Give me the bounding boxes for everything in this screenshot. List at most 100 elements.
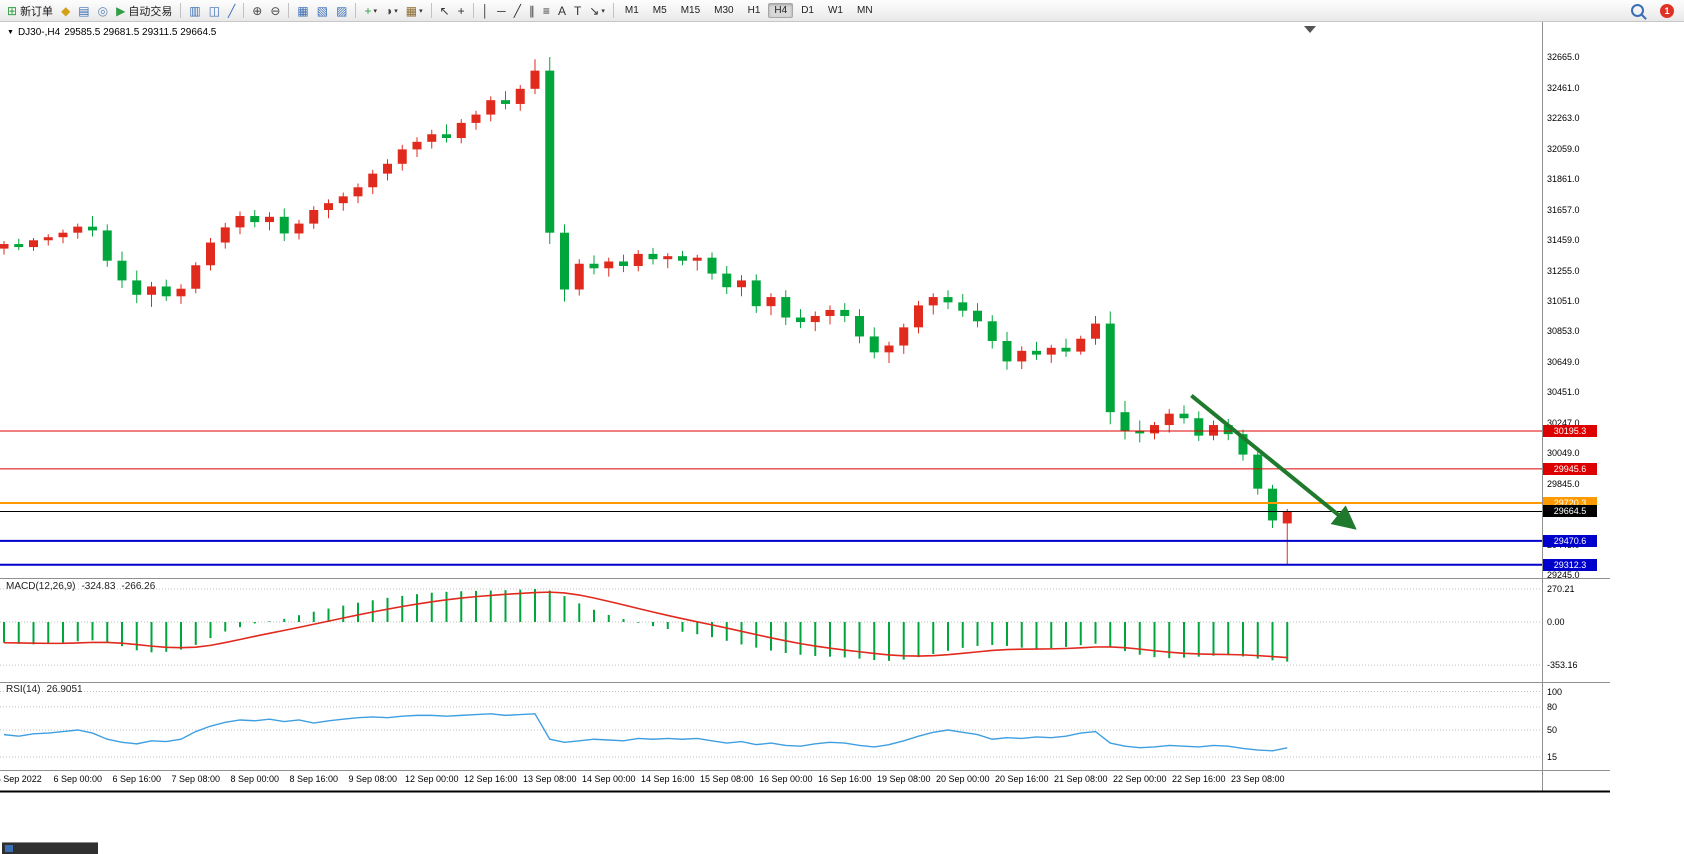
candle (928, 297, 938, 306)
zoom-out-icon: ⊖ (270, 3, 281, 18)
candle (73, 226, 83, 233)
bar-chart-icon: ▥ (189, 3, 201, 18)
time-axis-label: 14 Sep 00:00 (581, 774, 636, 784)
periods-button[interactable]: ◑ ▾ (382, 1, 401, 21)
price-chart[interactable] (0, 22, 1684, 794)
profiles-button[interactable]: ▤ (75, 1, 92, 21)
timeframe-m30-button[interactable]: M30 (714, 5, 734, 16)
candle (1223, 425, 1233, 435)
chart-window[interactable]: ▼ DJ30-,H4 29585.5 29681.5 29311.5 29664.5… (0, 22, 1684, 854)
templates-icon: ▦ (405, 3, 418, 18)
time-axis-label: 23 Sep 08:00 (1230, 774, 1285, 784)
rsi-name: RSI(14) (6, 684, 41, 695)
market-watch-button[interactable]: ◎ (95, 1, 111, 21)
candle (383, 163, 392, 174)
candle (132, 280, 142, 295)
candle (1105, 323, 1115, 413)
dropdown-caret-icon: ▾ (419, 7, 423, 15)
bar-chart-button[interactable]: ▥ (186, 1, 203, 21)
zoom-in-button[interactable]: ⊕ (249, 1, 265, 21)
timeframe-m1-button[interactable]: M1 (624, 5, 639, 16)
candle (1091, 323, 1100, 339)
price-tick-label: 30247.0 (1547, 418, 1580, 429)
text-button[interactable]: A (555, 1, 569, 21)
cursor-button[interactable]: ↖ (437, 1, 453, 21)
autotrading-button[interactable]: ▶ 自动交易 (113, 1, 175, 21)
notification-badge[interactable]: 1 (1660, 3, 1674, 18)
equidistant-channel-button[interactable]: ∥ (526, 1, 538, 21)
candle (1282, 511, 1292, 524)
new-order-button[interactable]: ⊞ 新订单 (4, 1, 56, 21)
candle (619, 261, 628, 267)
templates-button[interactable]: ▦ ▾ (403, 1, 426, 21)
tile-windows-icon: ▦ (297, 3, 309, 18)
tile-windows-button[interactable]: ▦ (294, 1, 311, 21)
chart-shift-marker[interactable] (1304, 26, 1316, 33)
candle (869, 336, 879, 353)
text-label-button[interactable]: T (571, 1, 584, 21)
vertical-line-button[interactable]: │ (479, 1, 493, 21)
candle (1179, 413, 1189, 419)
rsi-indicator-label: RSI(14) 26.9051 (6, 684, 89, 695)
timeframe-h1-button[interactable]: H1 (747, 5, 761, 16)
horizontal-line-button[interactable]: ─ (494, 1, 509, 21)
candle (1076, 338, 1086, 352)
indicators-button[interactable]: + ▾ (361, 1, 380, 21)
time-axis-label: 8 Sep 16:00 (289, 774, 339, 784)
candle (751, 280, 761, 307)
cascade-windows-button[interactable]: ▧ (314, 1, 331, 21)
timeframe-d1-button[interactable]: D1 (801, 5, 814, 16)
search-icon (1631, 4, 1644, 17)
timeframe-m15-button[interactable]: M15 (680, 5, 701, 16)
timeframe-m5-button[interactable]: M5 (652, 5, 667, 16)
candle (781, 297, 791, 318)
time-axis-label: 16 Sep 16:00 (817, 774, 872, 784)
candle (633, 253, 643, 267)
candle (958, 302, 968, 311)
candle (796, 317, 805, 323)
price-tick-label: 30649.0 (1547, 357, 1580, 368)
candle (88, 226, 97, 231)
time-axis-label: 19 Sep 08:00 (876, 774, 931, 784)
periods-icon: ◑ (384, 3, 393, 18)
candle (737, 280, 746, 288)
background-window-icon (5, 845, 13, 852)
arrange-windows-button[interactable]: ▨ (333, 1, 350, 21)
timeframe-w1-button[interactable]: W1 (827, 5, 843, 16)
zoom-out-button[interactable]: ⊖ (267, 1, 283, 21)
toolbar-separator (472, 3, 474, 18)
arrows-icon: ↘ (589, 3, 600, 18)
time-axis-label: 20 Sep 00:00 (935, 774, 990, 784)
timeframe-h4-button[interactable]: H4 (768, 3, 794, 18)
crosshair-button[interactable]: + (455, 1, 468, 21)
candle (235, 216, 245, 228)
candle (530, 70, 540, 89)
time-axis-label: 22 Sep 16:00 (1171, 774, 1226, 784)
line-chart-button[interactable]: ╱ (225, 1, 238, 21)
candle (604, 261, 614, 269)
macd-indicator-label: MACD(12,26,9) -324.83 -266.26 (6, 581, 161, 592)
toolbar-separator (430, 3, 432, 18)
candle (1150, 425, 1159, 434)
search-button[interactable] (1628, 1, 1647, 21)
trendline-icon: ╱ (513, 3, 521, 18)
price-tick-label: 32461.0 (1547, 82, 1580, 93)
candlestick-chart-button[interactable]: ◫ (206, 1, 223, 21)
price-tick-label: 31051.0 (1547, 296, 1580, 307)
new-chart-button[interactable]: ◆ (58, 1, 73, 21)
candle (220, 227, 230, 243)
candle (102, 230, 112, 261)
chart-dropdown-icon[interactable]: ▼ (7, 29, 14, 36)
timeframe-mn-button[interactable]: MN (856, 5, 873, 16)
toolbar-separator (288, 3, 290, 18)
arrows-button[interactable]: ↘ ▾ (586, 1, 608, 21)
candle (1017, 350, 1027, 362)
fibonacci-button[interactable]: ≡ (540, 1, 553, 21)
indicators-icon: + (364, 3, 372, 18)
profiles-icon: ▤ (78, 3, 90, 18)
candle (265, 216, 274, 223)
trend-arrow-annotation[interactable] (1190, 393, 1357, 530)
candle (368, 173, 378, 188)
trendline-button[interactable]: ╱ (511, 1, 524, 21)
price-line-label: 29312.3 (1543, 558, 1597, 571)
